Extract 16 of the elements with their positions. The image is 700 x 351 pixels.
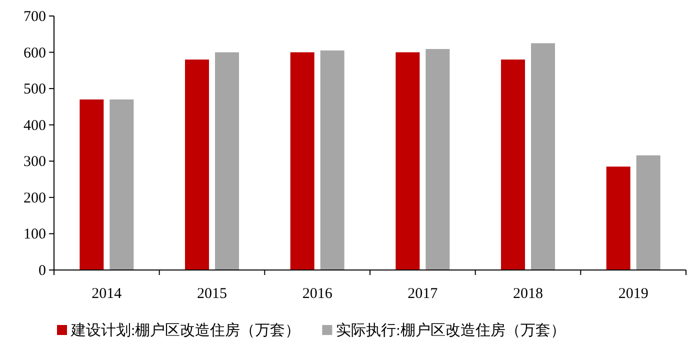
y-tick-label: 400 bbox=[24, 118, 46, 134]
y-tick-label: 600 bbox=[24, 45, 46, 62]
y-tick-label: 200 bbox=[24, 190, 46, 206]
y-tick-label: 500 bbox=[24, 82, 46, 98]
x-tick-label: 2018 bbox=[513, 286, 543, 302]
x-tick-label: 2014 bbox=[92, 286, 122, 302]
y-tick-label: 100 bbox=[24, 226, 46, 243]
y-tick-label: 700 bbox=[24, 9, 46, 25]
y-tick-label: 300 bbox=[24, 154, 46, 170]
x-tick-label: 2015 bbox=[197, 286, 227, 302]
x-tick-label: 2019 bbox=[618, 286, 648, 302]
y-tick-label: 0 bbox=[38, 263, 46, 279]
legend-label: 建设计划:棚户区改造住房（万套） bbox=[70, 322, 300, 339]
x-tick-label: 2016 bbox=[302, 286, 333, 302]
x-tick-label: 2017 bbox=[408, 286, 438, 302]
legend-label: 实际执行:棚户区改造住房（万套） bbox=[336, 322, 566, 339]
